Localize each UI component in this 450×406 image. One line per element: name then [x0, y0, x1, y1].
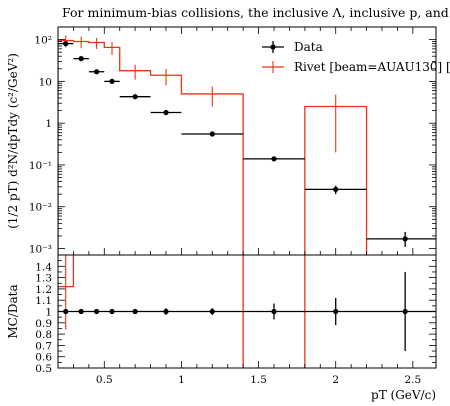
data-point	[209, 131, 215, 137]
legend: Data Rivet [beam=AUAU130] [	[262, 40, 450, 74]
mc-ratio-histogram	[58, 255, 306, 368]
ratio-y-axis-title: MC/Data	[6, 284, 20, 338]
ratio-data-point	[132, 308, 138, 315]
data-point	[163, 109, 169, 116]
ratio-y-tick-label: 0.7	[35, 340, 52, 352]
x-tick-label: 0.5	[96, 374, 113, 386]
x-tick-label: 1	[178, 374, 185, 386]
ratio-data-point	[163, 308, 169, 315]
y-axis-title: (1/2 pT) d²N/dpTdy (c²/GeV²)	[6, 53, 20, 229]
legend-data-marker	[270, 44, 276, 50]
ratio-y-tick-label: 0.6	[35, 352, 52, 364]
ratio-data-point	[402, 308, 408, 315]
ratio-y-tick-label: 0.9	[35, 318, 52, 330]
ratio-data-point	[93, 308, 100, 315]
x-axis-title: pT (GeV/c)	[371, 388, 436, 402]
x-tick-label: 1.5	[250, 374, 267, 386]
ratio-y-tick-label: 1.4	[35, 261, 52, 273]
ratio-panel: 0.50.60.70.80.911.11.21.31.40.5 1 1.5 2 2.5M…	[6, 254, 437, 402]
data-point	[132, 94, 138, 100]
main-panel: 10⁻³ 10⁻² 10⁻¹ 1 10 10² (1/2 pT) d²N/dpTdy (c²…	[6, 26, 450, 256]
data-point	[333, 186, 339, 192]
ratio-y-tick-label: 1.3	[35, 273, 52, 285]
legend-label-mc: Rivet [beam=AUAU130] [	[294, 60, 450, 74]
ratio-data-point	[333, 308, 339, 315]
x-tick-label: 2	[332, 374, 339, 386]
data-point	[78, 56, 84, 62]
main-plot-area	[58, 35, 436, 255]
data-point	[63, 41, 69, 47]
chart-title: For minimum-bias collisions, the inclusi…	[62, 5, 450, 20]
ratio-y-tick-label: 0.8	[35, 329, 52, 341]
ratio-data-point	[271, 308, 277, 315]
ratio-data-point	[209, 308, 215, 315]
data-point	[271, 156, 277, 162]
ratio-data-point	[78, 308, 84, 315]
ratio-y-tick-label: 1	[45, 307, 52, 319]
ratio-y-tick-label: 1.2	[35, 284, 52, 296]
y-tick-label: 1	[45, 118, 52, 130]
y-tick-label: 10	[39, 76, 52, 88]
ratio-y-tick-label: 1.1	[35, 295, 52, 307]
mc-histogram	[58, 39, 368, 255]
data-point	[402, 236, 408, 242]
ratio-y-tick-label: 0.5	[35, 363, 52, 375]
ratio-plot-area	[58, 255, 436, 368]
y-tick-label: 10⁻³	[29, 244, 52, 256]
y-tick-label: 10²	[34, 35, 52, 47]
ratio-data-point	[109, 308, 115, 315]
data-point	[109, 78, 115, 84]
y-tick-label: 10⁻¹	[29, 160, 52, 172]
ratio-data-point	[63, 308, 69, 315]
y-tick-label: 10⁻²	[29, 202, 52, 214]
legend-label-data: Data	[294, 40, 323, 54]
data-point	[93, 69, 100, 75]
x-tick-label: 2.5	[405, 374, 422, 386]
